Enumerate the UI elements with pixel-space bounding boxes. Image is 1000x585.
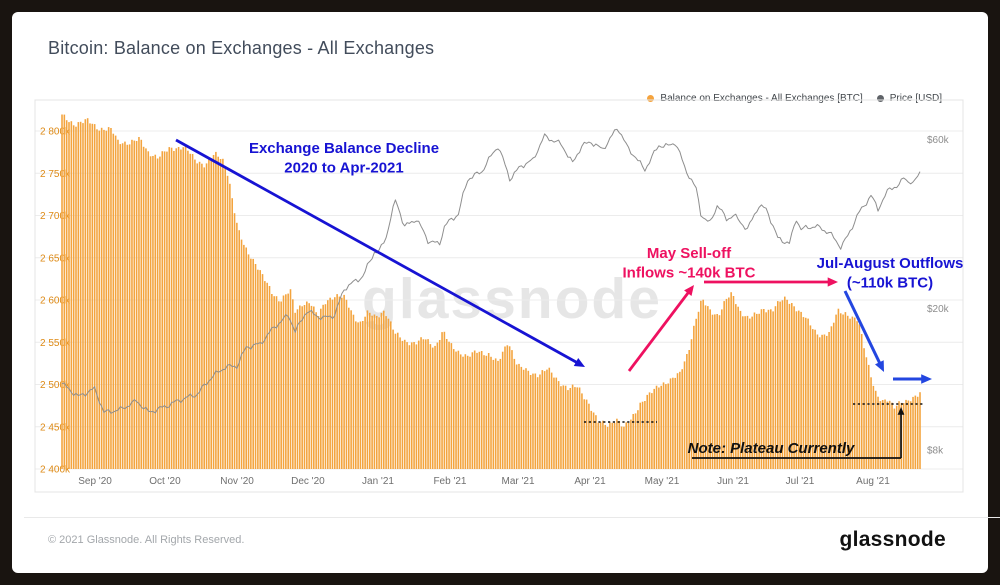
x-tick-label: May '21	[645, 476, 680, 487]
annotation-note-plateau-label: Note: Plateau Currently	[688, 440, 855, 457]
annotation-jul-aug-outflows-arrow-down	[843, 290, 883, 368]
x-tick-label: Jan '21	[362, 476, 394, 487]
legend-item-price[interactable]: Price [USD]	[876, 93, 942, 104]
annotation-jul-aug-outflows-arrow-down-head	[875, 360, 884, 372]
x-tick-label: Feb '21	[433, 476, 466, 487]
balance-series-dot	[647, 95, 655, 102]
annotation-may-selloff-arrow-up	[627, 288, 692, 372]
x-tick-label: Dec '20	[291, 476, 325, 487]
x-tick-label: Aug '21	[856, 476, 890, 487]
balance-bars	[61, 114, 921, 470]
footer-divider	[24, 517, 1000, 518]
annotation-may-selloff-arrow-up-head	[684, 285, 694, 296]
y-left-tick-label: 2 800k	[40, 127, 71, 138]
y-left-tick-label: 2 450k	[40, 422, 71, 433]
y-right-tick-label: $8k	[927, 446, 944, 457]
x-tick-label: Mar '21	[502, 476, 535, 487]
y-left-tick-label: 2 700k	[40, 211, 71, 222]
annotation-may-selloff-label: May Sell-off Inflows ~140k BTC	[623, 245, 756, 282]
annotation-exchange-balance-decline-label: Exchange Balance Decline 2020 to Apr-2021	[249, 140, 439, 177]
x-tick-label: Jul '21	[786, 476, 815, 487]
y-left-tick-label: 2 500k	[40, 380, 71, 391]
annotation-jul-aug-outflows-label: Jul-August Outflows (~110k BTC)	[817, 255, 964, 292]
y-left-tick-label: 2 750k	[40, 169, 71, 180]
glassnode-logo: glassnode	[839, 528, 946, 551]
annotation-exchange-balance-decline-arrow-head	[573, 358, 585, 367]
price-series-dot	[876, 95, 884, 102]
y-left-tick-label: 2 650k	[40, 253, 71, 264]
y-left-tick-label: 2 400k	[40, 465, 71, 476]
legend-item-balance[interactable]: Balance on Exchanges - All Exchanges [BT…	[647, 93, 863, 104]
legend: Balance on Exchanges - All Exchanges [BT…	[647, 93, 942, 104]
x-tick-label: Apr '21	[574, 476, 606, 487]
y-left-tick-label: 2 600k	[40, 296, 71, 307]
y-right-tick-label: $60k	[927, 135, 950, 146]
plot-border	[34, 99, 964, 493]
x-tick-label: Sep '20	[78, 476, 112, 487]
legend-label-balance: Balance on Exchanges - All Exchanges [BT…	[660, 93, 863, 104]
annotation-note-pointer-arrow-head	[897, 407, 905, 415]
price-line	[61, 128, 921, 414]
annotation-jul-aug-outflows-arrow-right-head	[921, 374, 932, 384]
annotation-may-selloff-arrow-right-head	[827, 277, 838, 287]
page-title: Bitcoin: Balance on Exchanges - All Exch…	[48, 38, 435, 58]
legend-label-price: Price [USD]	[889, 93, 942, 104]
x-tick-label: Nov '20	[220, 476, 254, 487]
x-tick-label: Jun '21	[717, 476, 749, 487]
copyright-text: © 2021 Glassnode. All Rights Reserved.	[48, 534, 245, 546]
x-tick-label: Oct '20	[149, 476, 181, 487]
annotation-exchange-balance-decline-arrow	[175, 138, 581, 366]
y-left-tick-label: 2 550k	[40, 338, 71, 349]
y-right-tick-label: $20k	[927, 304, 950, 315]
